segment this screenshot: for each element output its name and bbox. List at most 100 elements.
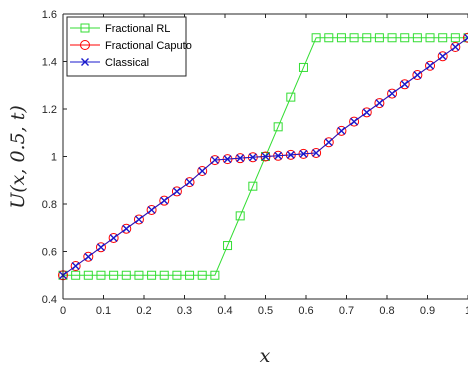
series-1-point bbox=[286, 92, 296, 102]
series-3-point bbox=[299, 149, 308, 158]
series-3-point bbox=[286, 150, 295, 159]
series-2-point bbox=[387, 88, 398, 99]
series-3-point bbox=[198, 166, 207, 175]
series-1-point bbox=[172, 270, 182, 280]
series-layer bbox=[58, 32, 468, 281]
x-tick-label: 0.2 bbox=[136, 305, 151, 317]
series-1-point bbox=[185, 270, 195, 280]
series-2-point bbox=[361, 107, 372, 118]
series-1-point bbox=[273, 122, 283, 132]
series-3-point bbox=[109, 233, 118, 242]
series-3-point bbox=[400, 80, 409, 89]
series-3-point bbox=[261, 152, 270, 161]
series-3-point bbox=[185, 178, 194, 187]
series-2-point bbox=[83, 251, 94, 262]
series-1-point bbox=[109, 270, 119, 280]
series-3 bbox=[59, 33, 468, 280]
series-3-point bbox=[312, 148, 321, 157]
series-3-point bbox=[426, 61, 435, 70]
series-2-point bbox=[171, 186, 182, 197]
series-3-point bbox=[324, 138, 333, 147]
legend-marker bbox=[80, 23, 90, 33]
series-2-point bbox=[412, 70, 423, 81]
series-1-point bbox=[336, 33, 346, 43]
legend: Fractional RL Fractional Caputo Classical bbox=[66, 16, 192, 77]
series-3-point bbox=[223, 155, 232, 164]
series-1-point bbox=[362, 33, 372, 43]
series-1-point bbox=[147, 270, 157, 280]
legend-marker bbox=[81, 58, 89, 66]
series-1-point bbox=[298, 62, 308, 72]
series-1-point bbox=[121, 270, 131, 280]
y-tick-label: 1.2 bbox=[42, 104, 57, 116]
legend-label: Fractional RL bbox=[105, 23, 170, 35]
series-3-point bbox=[84, 252, 93, 261]
y-tick-label: 0.8 bbox=[42, 199, 57, 211]
x-tick-label: 0.7 bbox=[339, 305, 354, 317]
series-3-point bbox=[451, 43, 460, 52]
series-3-point bbox=[362, 108, 371, 117]
series-3-point bbox=[337, 126, 346, 135]
series-2-point bbox=[450, 42, 461, 53]
series-3-point bbox=[122, 224, 131, 233]
x-tick-label: 0.3 bbox=[177, 305, 192, 317]
series-2-point bbox=[463, 32, 468, 43]
y-tick-label: 1 bbox=[51, 152, 57, 164]
tick-labels: 0 0.1 0.2 0.3 0.4 0.5 0.6 0.7 0.8 0.9 1 0.4 0.6 0.8 1 1… bbox=[42, 9, 468, 317]
series-1-point bbox=[311, 33, 321, 43]
series-2-point bbox=[184, 177, 195, 188]
series-1-point bbox=[387, 33, 397, 43]
series-2-point bbox=[70, 260, 81, 271]
series-2-point bbox=[121, 223, 132, 234]
series-1-point bbox=[349, 33, 359, 43]
series-2-point bbox=[437, 51, 448, 62]
series-3-point bbox=[172, 187, 181, 196]
axes-layer bbox=[62, 13, 468, 300]
y-tick-label: 0.6 bbox=[42, 247, 57, 259]
legend-entry-2: Fractional Caputo bbox=[70, 40, 192, 52]
series-3-point bbox=[71, 261, 80, 270]
series-1-point bbox=[248, 181, 258, 191]
series-3-point bbox=[96, 243, 105, 252]
series-1-point bbox=[83, 270, 93, 280]
series-1-point bbox=[210, 270, 220, 280]
series-3-point bbox=[248, 153, 257, 162]
series-2-point bbox=[399, 79, 410, 90]
series-1-point bbox=[400, 33, 410, 43]
series-3-point bbox=[236, 154, 245, 163]
series-1-point bbox=[412, 33, 422, 43]
series-1-point bbox=[450, 33, 460, 43]
series-2-point bbox=[425, 60, 436, 71]
series-3-point bbox=[147, 205, 156, 214]
series-2-point bbox=[133, 214, 144, 225]
series-1-point bbox=[197, 270, 207, 280]
series-3-point bbox=[375, 99, 384, 108]
series-2-point bbox=[197, 165, 208, 176]
x-tick-label: 0.4 bbox=[217, 305, 232, 317]
x-tick-label: 0 bbox=[60, 305, 66, 317]
series-2-point bbox=[159, 195, 170, 206]
series-1-point bbox=[223, 241, 233, 251]
series-2-point bbox=[95, 242, 106, 253]
series-2-point bbox=[108, 232, 119, 243]
series-3-point bbox=[210, 156, 219, 165]
series-3-point bbox=[413, 71, 422, 80]
legend-box bbox=[66, 16, 187, 77]
x-tick-label: 1 bbox=[465, 305, 468, 317]
y-tick-label: 1.4 bbox=[42, 57, 57, 69]
series-3-point bbox=[388, 89, 397, 98]
series-1-point bbox=[235, 211, 245, 221]
x-tick-label: 0.5 bbox=[258, 305, 273, 317]
x-tick-label: 0.8 bbox=[379, 305, 394, 317]
series-1-point bbox=[96, 270, 106, 280]
series-1-point bbox=[71, 270, 81, 280]
legend-entry-3: Classical bbox=[70, 57, 149, 69]
legend-label: Fractional Caputo bbox=[105, 40, 192, 52]
series-2-point bbox=[336, 125, 347, 136]
series-1-point bbox=[438, 33, 448, 43]
x-tick-label: 0.6 bbox=[298, 305, 313, 317]
series-1-point bbox=[425, 33, 435, 43]
series-1-point bbox=[324, 33, 334, 43]
series-2-point bbox=[146, 204, 157, 215]
